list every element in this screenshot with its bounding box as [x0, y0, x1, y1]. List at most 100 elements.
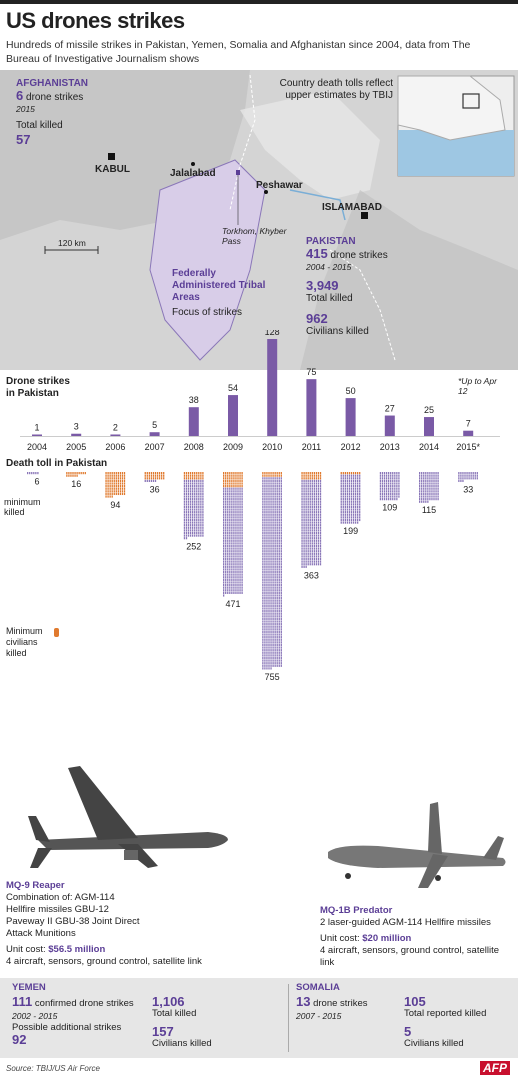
person-mark [437, 477, 439, 480]
person-mark [276, 524, 278, 527]
person-mark [317, 505, 320, 509]
death-column [105, 472, 126, 498]
person-mark [305, 550, 307, 553]
death-column [379, 472, 400, 501]
person-mark [270, 518, 272, 522]
person-mark [274, 498, 276, 501]
person-mark [278, 649, 280, 652]
person-mark [313, 524, 315, 527]
person-mark [270, 485, 272, 488]
person-mark [423, 479, 425, 483]
person-mark [150, 479, 153, 483]
person-mark [262, 534, 264, 537]
person-mark [237, 518, 239, 522]
person-mark [354, 518, 357, 522]
person-mark [183, 513, 186, 516]
person-mark [419, 485, 421, 488]
person-mark [225, 521, 227, 524]
person-mark [307, 547, 309, 550]
person-mark [262, 542, 264, 545]
person-mark [311, 560, 313, 563]
person-mark [270, 474, 272, 477]
person-mark [315, 492, 318, 496]
person-mark [262, 498, 264, 501]
person-mark [278, 511, 280, 514]
person-mark [309, 529, 311, 532]
person-mark [278, 516, 280, 519]
person-mark [235, 552, 237, 555]
person-mark [233, 492, 235, 496]
person-mark [189, 485, 192, 488]
person-mark [241, 563, 243, 566]
person-mark [268, 625, 270, 628]
person-mark [225, 534, 227, 537]
person-mark [229, 524, 231, 527]
person-mark [227, 513, 229, 516]
person-mark [342, 511, 344, 514]
person-mark [427, 495, 429, 498]
person-mark [223, 531, 225, 535]
person-mark [241, 534, 243, 537]
person-mark [231, 570, 233, 574]
person-mark [223, 594, 225, 597]
person-mark [276, 615, 278, 618]
person-mark [225, 589, 227, 592]
pakistan-name: PAKISTAN [306, 236, 356, 247]
person-mark [278, 615, 280, 618]
person-mark [264, 557, 266, 561]
person-mark [313, 495, 315, 498]
person-mark [241, 550, 243, 553]
pakistan-killed: 3,949 [306, 278, 339, 293]
person-mark [33, 472, 35, 475]
person-mark [307, 477, 309, 480]
person-mark [107, 482, 109, 485]
person-mark [301, 508, 303, 511]
strike-value-label: 2 [113, 422, 118, 432]
person-mark [187, 526, 190, 529]
person-mark [225, 547, 227, 550]
person-mark [270, 511, 272, 514]
person-mark [117, 477, 119, 480]
person-mark [235, 586, 237, 589]
person-mark [352, 490, 355, 493]
person-mark [379, 498, 382, 501]
person-mark [266, 607, 268, 610]
yemen-civilians-label: Civilians killed [152, 1038, 212, 1049]
person-mark [280, 505, 282, 509]
person-mark [266, 630, 268, 634]
person-mark [309, 524, 311, 527]
person-mark [398, 479, 400, 483]
person-mark [270, 503, 272, 506]
person-mark [303, 492, 305, 496]
person-mark [346, 485, 349, 488]
person-mark [115, 487, 117, 490]
person-mark [266, 487, 268, 490]
person-mark [231, 505, 233, 509]
person-mark [146, 477, 148, 480]
person-mark [307, 472, 309, 475]
person-mark [264, 537, 266, 540]
person-mark [225, 487, 227, 490]
person-mark [264, 529, 266, 532]
person-mark [272, 477, 274, 480]
person-mark [272, 604, 274, 608]
person-mark [276, 625, 278, 628]
strike-value-label: 38 [189, 395, 199, 405]
person-mark [262, 581, 264, 584]
person-mark [317, 537, 320, 540]
person-mark [435, 490, 437, 493]
person-mark [278, 664, 280, 667]
person-mark [264, 521, 266, 524]
person-mark [303, 526, 305, 529]
person-mark [274, 591, 276, 594]
person-mark [264, 534, 266, 537]
person-mark [357, 505, 359, 509]
person-mark [229, 498, 231, 501]
person-mark [192, 500, 194, 503]
person-mark [148, 477, 150, 480]
person-mark [235, 537, 237, 540]
person-mark [225, 498, 227, 501]
person-mark [270, 521, 272, 524]
person-mark [340, 518, 342, 522]
person-mark [317, 531, 320, 535]
